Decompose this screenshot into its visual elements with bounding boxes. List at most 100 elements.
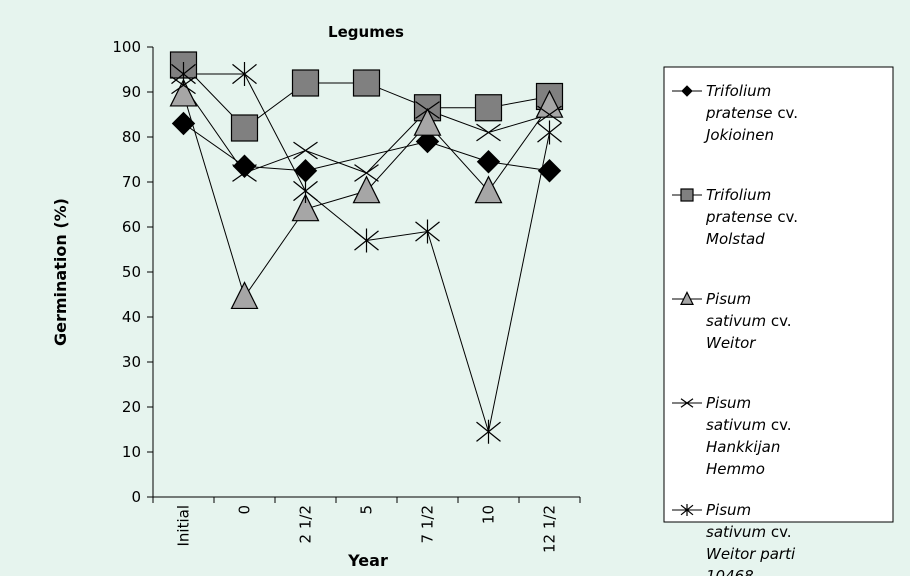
legend-label-part: cv. <box>766 523 792 541</box>
legend-marker <box>680 291 694 305</box>
data-point <box>230 281 259 310</box>
data-point <box>415 129 440 154</box>
legend-label: 10468 <box>706 567 754 576</box>
legend-label-part: Hemmo <box>706 460 765 478</box>
data-point <box>537 159 562 183</box>
legend-label-part: sativum <box>706 416 766 434</box>
x-tick-label: 10 <box>480 505 498 524</box>
y-tick-label: 50 <box>122 263 141 281</box>
legend-label: Hankkijan <box>706 438 780 456</box>
legend-label-part: sativum <box>706 312 766 330</box>
data-point <box>291 193 320 222</box>
data-point <box>171 62 196 86</box>
data-point <box>232 62 257 86</box>
x-tick-label: 0 <box>236 505 254 515</box>
triangle-marker-shape <box>352 175 381 204</box>
legend-label-part: cv. <box>766 416 792 434</box>
y-tick-label: 30 <box>122 353 141 371</box>
x-marker-stroke <box>537 105 562 124</box>
x-tick-label: 2 1/2 <box>297 505 315 543</box>
data-point <box>232 154 257 178</box>
y-tick-label: 0 <box>131 488 141 506</box>
legend-label: sativum cv. <box>706 312 792 330</box>
data-point <box>413 107 442 136</box>
legend-label: pratense cv. <box>705 104 798 122</box>
diamond-marker-shape <box>293 159 318 183</box>
legend-label-part: Pisum <box>706 501 751 519</box>
legend-item: Trifolium pratense cv. Molstad <box>672 186 798 248</box>
square-marker-shape <box>291 69 320 97</box>
legend-marker <box>680 398 694 408</box>
x-tick-label: 12 1/2 <box>541 505 559 553</box>
square-marker-shape <box>680 188 694 202</box>
data-point <box>476 419 501 444</box>
legend-label-part: pratense <box>705 104 773 122</box>
legend-box <box>663 66 894 523</box>
data-point <box>535 89 564 118</box>
chart-title: Legumes <box>328 23 404 41</box>
legend-label-part: Weitor <box>706 334 756 352</box>
legend-label-part: Trifolium <box>706 186 771 204</box>
data-point <box>352 69 381 97</box>
legend-label: Pisum <box>706 501 751 519</box>
legend-label-part: cv. <box>773 208 799 226</box>
legend-label: Weitor parti <box>706 545 796 563</box>
x-tick-label: Initial <box>175 505 193 547</box>
diamond-marker-shape <box>232 154 257 178</box>
data-point <box>352 175 381 204</box>
data-point <box>474 175 503 204</box>
legend-label-part: Jokioinen <box>703 126 774 144</box>
data-point <box>476 150 501 174</box>
legend-label-part: Weitor parti <box>706 545 796 563</box>
data-point <box>232 164 257 182</box>
legend-label: Trifolium <box>706 186 771 204</box>
square-marker-shape <box>352 69 381 97</box>
x-marker-stroke <box>232 164 257 182</box>
legend-item: Pisum sativum cv. Weitor parti 10468 <box>672 501 796 576</box>
diamond-marker-shape <box>681 85 693 97</box>
triangle-marker-shape <box>535 89 564 118</box>
y-tick-label: 100 <box>112 38 141 56</box>
x-marker-stroke <box>354 164 379 182</box>
diamond-marker-shape <box>476 150 501 174</box>
legend-label-part: cv. <box>766 312 792 330</box>
legend-label-part: 10468 <box>706 567 754 576</box>
y-tick-label: 80 <box>122 128 141 146</box>
data-point <box>169 78 198 107</box>
data-point <box>354 164 379 182</box>
diamond-marker-shape <box>415 129 440 154</box>
legend-label-part: sativum <box>706 523 766 541</box>
legend-label: sativum cv. <box>706 416 792 434</box>
legend-label: Jokioinen <box>703 126 774 144</box>
data-point <box>476 123 501 142</box>
legend-label-part: Trifolium <box>706 82 771 100</box>
data-point <box>354 228 379 253</box>
y-tick-label: 70 <box>122 173 141 191</box>
x-marker-stroke <box>415 101 440 119</box>
legend-label-part: Pisum <box>706 290 751 308</box>
legend-label-part: Hankkijan <box>706 438 780 456</box>
triangle-marker-shape <box>474 175 503 204</box>
data-point <box>293 159 318 183</box>
x-marker-stroke <box>476 123 501 142</box>
legend-label: Weitor <box>706 334 756 352</box>
y-tick-label: 20 <box>122 398 141 416</box>
triangle-marker-shape <box>291 193 320 222</box>
triangle-marker-shape <box>680 291 694 305</box>
legend-item: Trifolium pratense cv. Jokioinen <box>672 82 798 144</box>
legend: Trifolium pratense cv. Jokioinen Trifolium p… <box>663 66 894 576</box>
legend-label-part: cv. <box>773 104 799 122</box>
triangle-marker-shape <box>230 281 259 310</box>
data-point <box>230 114 259 142</box>
y-tick-label: 10 <box>122 443 141 461</box>
x-axis-label: Year <box>347 551 388 570</box>
legend-marker <box>681 85 693 97</box>
square-marker-shape <box>474 94 503 122</box>
data-point <box>171 111 196 136</box>
legend-item: Pisum sativum cv. Weitor <box>672 290 792 352</box>
data-point <box>474 94 503 122</box>
y-axis-label: Germination (%) <box>51 198 70 346</box>
legend-label: Pisum <box>706 394 751 412</box>
data-point <box>293 141 318 160</box>
